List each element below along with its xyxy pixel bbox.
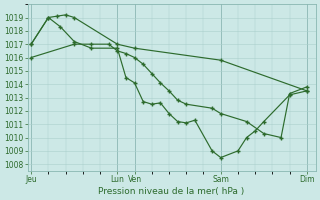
X-axis label: Pression niveau de la mer( hPa ): Pression niveau de la mer( hPa ) (99, 187, 245, 196)
